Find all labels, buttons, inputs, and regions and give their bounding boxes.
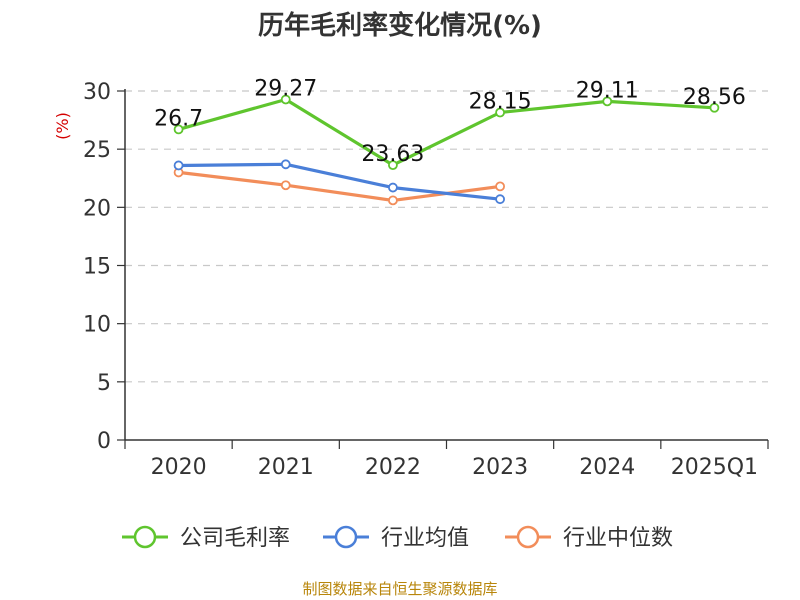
source-note: 制图数据来自恒生聚源数据库 — [302, 580, 497, 598]
data-point-s1-2 — [388, 182, 398, 193]
data-point-s1-1 — [280, 159, 291, 170]
y-axis-unit-label: (%) — [53, 112, 72, 140]
series-line-1 — [178, 162, 501, 201]
x-tick-label-2: 2022 — [365, 455, 421, 480]
data-point-s1-0 — [173, 160, 184, 171]
x-tick-label-4: 2024 — [579, 455, 635, 480]
legend-swatch-marker-2 — [516, 525, 540, 549]
x-tick-label-3: 2023 — [472, 455, 528, 480]
data-label-4: 29.11 — [576, 78, 639, 103]
data-label-1: 29.27 — [254, 76, 317, 101]
y-tick-label-5: 25 — [83, 138, 111, 163]
legend-swatch-marker-0 — [133, 525, 157, 549]
y-tick-label-1: 5 — [97, 371, 111, 396]
legend-label-0: 公司毛利率 — [180, 526, 290, 551]
series-line-0 — [178, 97, 715, 167]
y-tick-label-6: 30 — [83, 80, 111, 105]
x-tick-label-0: 2020 — [151, 455, 207, 480]
y-tick-label-4: 20 — [83, 196, 111, 221]
data-point-s0-1 — [280, 94, 291, 105]
series-lines — [173, 94, 720, 206]
data-label-5: 28.56 — [683, 85, 746, 110]
legend-label-2: 行业中位数 — [563, 526, 673, 551]
data-point-s0-4 — [602, 96, 613, 107]
data-label-3: 28.15 — [469, 90, 532, 115]
legend: 公司毛利率 行业均值 行业中位数 — [122, 525, 673, 551]
gridlines — [125, 90, 768, 383]
chart-title: 历年毛利率变化情况(%) — [258, 10, 542, 41]
data-point-s2-3 — [495, 181, 505, 192]
data-point-s1-3 — [495, 194, 505, 205]
data-labels: 26.7 29.27 23.63 28.15 29.11 28.56 — [154, 76, 746, 167]
data-point-s2-1 — [280, 180, 291, 191]
data-point-s2-2 — [388, 195, 398, 206]
y-tick-label-3: 15 — [83, 255, 111, 280]
data-label-2: 23.63 — [361, 142, 424, 167]
x-tick-label-1: 2021 — [258, 455, 314, 480]
data-point-s0-0 — [173, 124, 184, 135]
x-tick-label-5: 2025Q1 — [671, 455, 758, 480]
y-tick-label-2: 10 — [83, 313, 111, 338]
data-point-s0-3 — [495, 107, 505, 118]
data-label-0: 26.7 — [154, 106, 203, 131]
data-point-s0-2 — [388, 160, 398, 171]
axes: 0 5 10 15 20 25 30 2020 2021 2022 2023 2024 2025Q1 — [83, 80, 769, 480]
y-tick-label-0: 0 — [97, 429, 111, 454]
legend-swatch-marker-1 — [334, 525, 358, 549]
data-point-s0-5 — [709, 102, 720, 113]
legend-label-1: 行业均值 — [381, 526, 469, 551]
